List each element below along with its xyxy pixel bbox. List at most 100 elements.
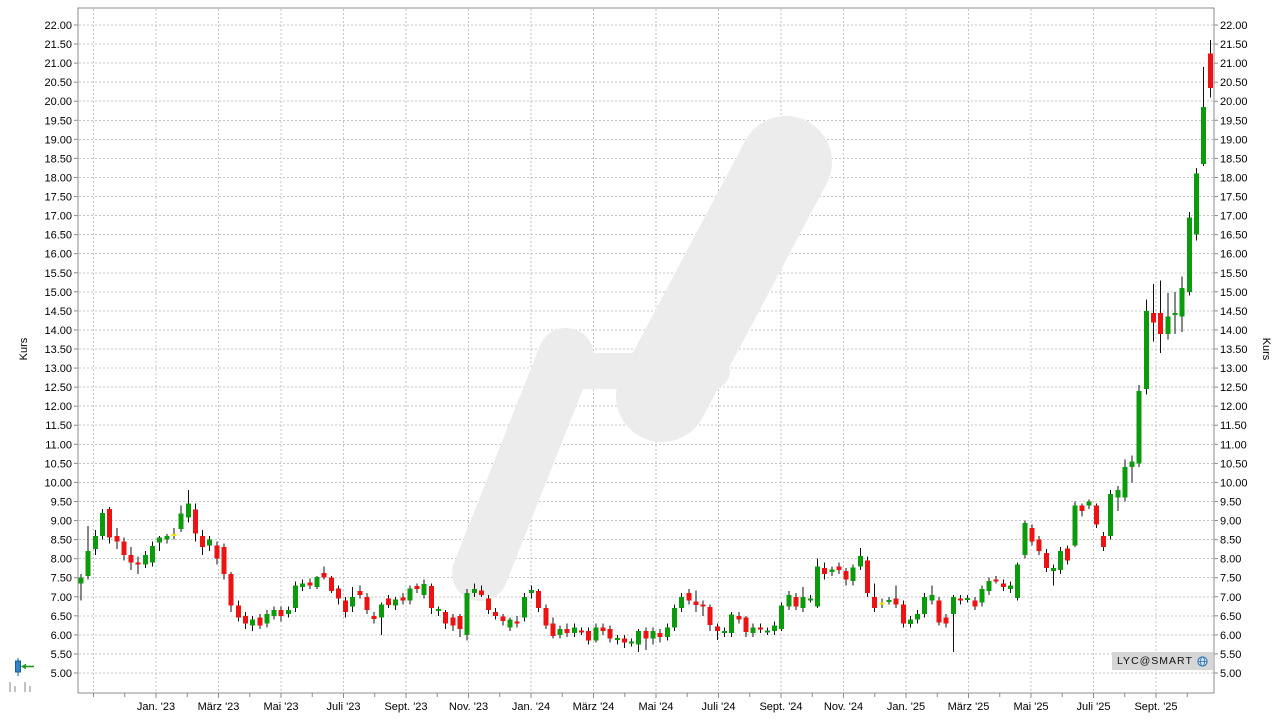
y-tick-label: 6.00 bbox=[1220, 630, 1241, 642]
candle bbox=[514, 621, 520, 624]
y-tick-label: 8.50 bbox=[1220, 535, 1241, 547]
candle bbox=[1158, 312, 1164, 334]
candle bbox=[264, 613, 270, 624]
y-axis-title-right: Kurs bbox=[1260, 338, 1272, 361]
candle bbox=[750, 627, 756, 633]
candle bbox=[757, 627, 763, 630]
candle bbox=[99, 512, 105, 536]
candle bbox=[1179, 288, 1185, 317]
y-tick-label: 12.00 bbox=[1220, 401, 1248, 413]
y-tick-label: 21.00 bbox=[1220, 58, 1248, 70]
candle bbox=[915, 613, 921, 620]
candle bbox=[1022, 523, 1028, 555]
x-tick-label: Juli '23 bbox=[327, 701, 361, 713]
candle bbox=[807, 598, 813, 601]
candle bbox=[786, 594, 792, 607]
candle bbox=[865, 560, 870, 593]
candle bbox=[664, 627, 670, 637]
candle bbox=[185, 503, 191, 518]
candle bbox=[643, 631, 649, 639]
y-tick-label: 10.00 bbox=[1220, 477, 1248, 489]
candle bbox=[321, 573, 327, 578]
candle bbox=[1065, 548, 1071, 561]
y-tick-label: 17.50 bbox=[1220, 192, 1248, 204]
y-tick-label: 6.00 bbox=[51, 630, 72, 642]
y-tick-label: 7.00 bbox=[51, 592, 72, 604]
candle bbox=[893, 598, 899, 605]
candle bbox=[857, 555, 863, 567]
candle bbox=[1072, 505, 1078, 546]
candle bbox=[364, 596, 370, 611]
y-tick-label: 11.50 bbox=[1220, 420, 1247, 432]
candle bbox=[328, 577, 334, 592]
candle bbox=[1143, 310, 1149, 390]
y-tick-label: 16.00 bbox=[1220, 249, 1248, 261]
symbol-badge[interactable]: LYC@SMART bbox=[1112, 652, 1213, 670]
candle bbox=[979, 589, 985, 603]
candle bbox=[521, 596, 527, 618]
volume-bars-icon[interactable] bbox=[8, 680, 44, 694]
x-tick-label: Mai '25 bbox=[1013, 701, 1048, 713]
candle bbox=[128, 554, 134, 563]
x-tick-label: Jan. '24 bbox=[512, 701, 550, 713]
candle bbox=[471, 589, 477, 593]
y-tick-label: 18.50 bbox=[44, 153, 72, 165]
candle bbox=[736, 615, 742, 620]
candle bbox=[714, 626, 720, 632]
y-tick-label: 20.00 bbox=[44, 96, 72, 108]
candle bbox=[1186, 217, 1192, 292]
y-tick-label: 19.50 bbox=[44, 115, 72, 127]
candle bbox=[793, 596, 799, 607]
candle bbox=[486, 598, 492, 611]
candle bbox=[1165, 316, 1171, 334]
y-tick-label: 9.00 bbox=[1220, 516, 1241, 528]
y-tick-label: 19.00 bbox=[1220, 134, 1248, 146]
y-tick-label: 7.50 bbox=[1220, 573, 1241, 585]
y-tick-label: 17.00 bbox=[44, 211, 72, 223]
y-tick-label: 8.50 bbox=[51, 535, 72, 547]
candle bbox=[507, 619, 513, 628]
candle bbox=[464, 592, 470, 635]
candle bbox=[650, 631, 656, 639]
candle bbox=[493, 612, 499, 616]
candle bbox=[450, 617, 456, 626]
x-tick-label: Nov. '24 bbox=[824, 701, 863, 713]
y-tick-label: 22.00 bbox=[44, 20, 72, 32]
candle bbox=[1151, 312, 1156, 323]
candle bbox=[385, 598, 391, 606]
candle bbox=[1201, 106, 1207, 165]
y-tick-label: 14.00 bbox=[1220, 325, 1248, 337]
candle bbox=[343, 600, 349, 613]
candle bbox=[114, 535, 120, 542]
y-tick-label: 21.50 bbox=[44, 39, 72, 51]
candle bbox=[1129, 461, 1135, 468]
y-tick-label: 12.50 bbox=[44, 382, 72, 394]
x-tick-label: März '25 bbox=[948, 701, 990, 713]
candle bbox=[192, 509, 198, 534]
candle bbox=[936, 600, 942, 623]
candle bbox=[257, 617, 263, 626]
candle bbox=[636, 631, 642, 645]
candle bbox=[457, 615, 463, 630]
candle bbox=[357, 591, 363, 595]
candle bbox=[214, 545, 220, 559]
y-tick-label: 9.50 bbox=[1220, 496, 1241, 508]
candle bbox=[371, 615, 377, 619]
candle bbox=[378, 604, 384, 618]
candle bbox=[242, 615, 248, 624]
candle bbox=[436, 608, 441, 612]
y-tick-label: 19.50 bbox=[1220, 115, 1248, 127]
candle bbox=[300, 583, 306, 588]
x-tick-label: Mai '24 bbox=[638, 701, 673, 713]
candlestick-tool-icon[interactable] bbox=[10, 658, 40, 676]
candle bbox=[993, 579, 999, 582]
candle bbox=[235, 605, 241, 618]
x-tick-label: Juli '25 bbox=[1077, 701, 1111, 713]
y-tick-label: 11.00 bbox=[1220, 439, 1247, 451]
x-tick-label: März '24 bbox=[573, 701, 615, 713]
y-tick-label: 5.00 bbox=[51, 668, 72, 680]
y-tick-label: 18.50 bbox=[1220, 153, 1248, 165]
plot-border bbox=[77, 7, 1215, 694]
